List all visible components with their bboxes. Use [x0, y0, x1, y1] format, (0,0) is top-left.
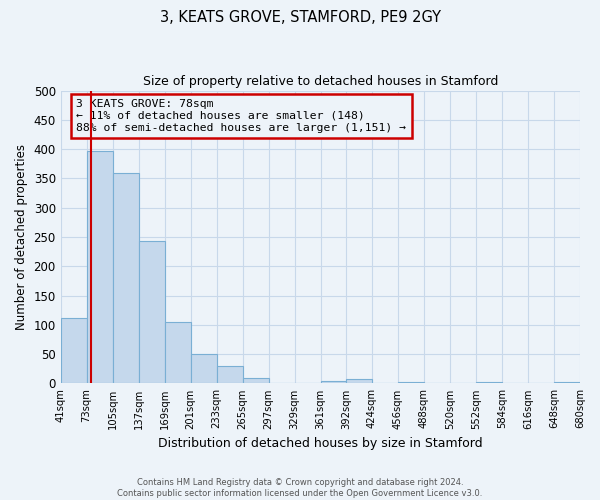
Text: Contains HM Land Registry data © Crown copyright and database right 2024.
Contai: Contains HM Land Registry data © Crown c…: [118, 478, 482, 498]
Bar: [346, 378, 372, 384]
Text: 3, KEATS GROVE, STAMFORD, PE9 2GY: 3, KEATS GROVE, STAMFORD, PE9 2GY: [160, 10, 440, 25]
Title: Size of property relative to detached houses in Stamford: Size of property relative to detached ho…: [143, 75, 498, 88]
Bar: [321, 380, 346, 384]
Bar: [61, 318, 86, 384]
Bar: [398, 382, 424, 384]
Bar: [554, 382, 580, 384]
Bar: [164, 322, 191, 384]
Text: 3 KEATS GROVE: 78sqm
← 11% of detached houses are smaller (148)
88% of semi-deta: 3 KEATS GROVE: 78sqm ← 11% of detached h…: [76, 100, 406, 132]
Bar: [476, 382, 502, 384]
Bar: [191, 354, 217, 384]
X-axis label: Distribution of detached houses by size in Stamford: Distribution of detached houses by size …: [158, 437, 482, 450]
Y-axis label: Number of detached properties: Number of detached properties: [15, 144, 28, 330]
Bar: [217, 366, 243, 384]
Bar: [86, 152, 113, 384]
Bar: [113, 172, 139, 384]
Bar: [243, 378, 269, 384]
Bar: [139, 241, 164, 384]
